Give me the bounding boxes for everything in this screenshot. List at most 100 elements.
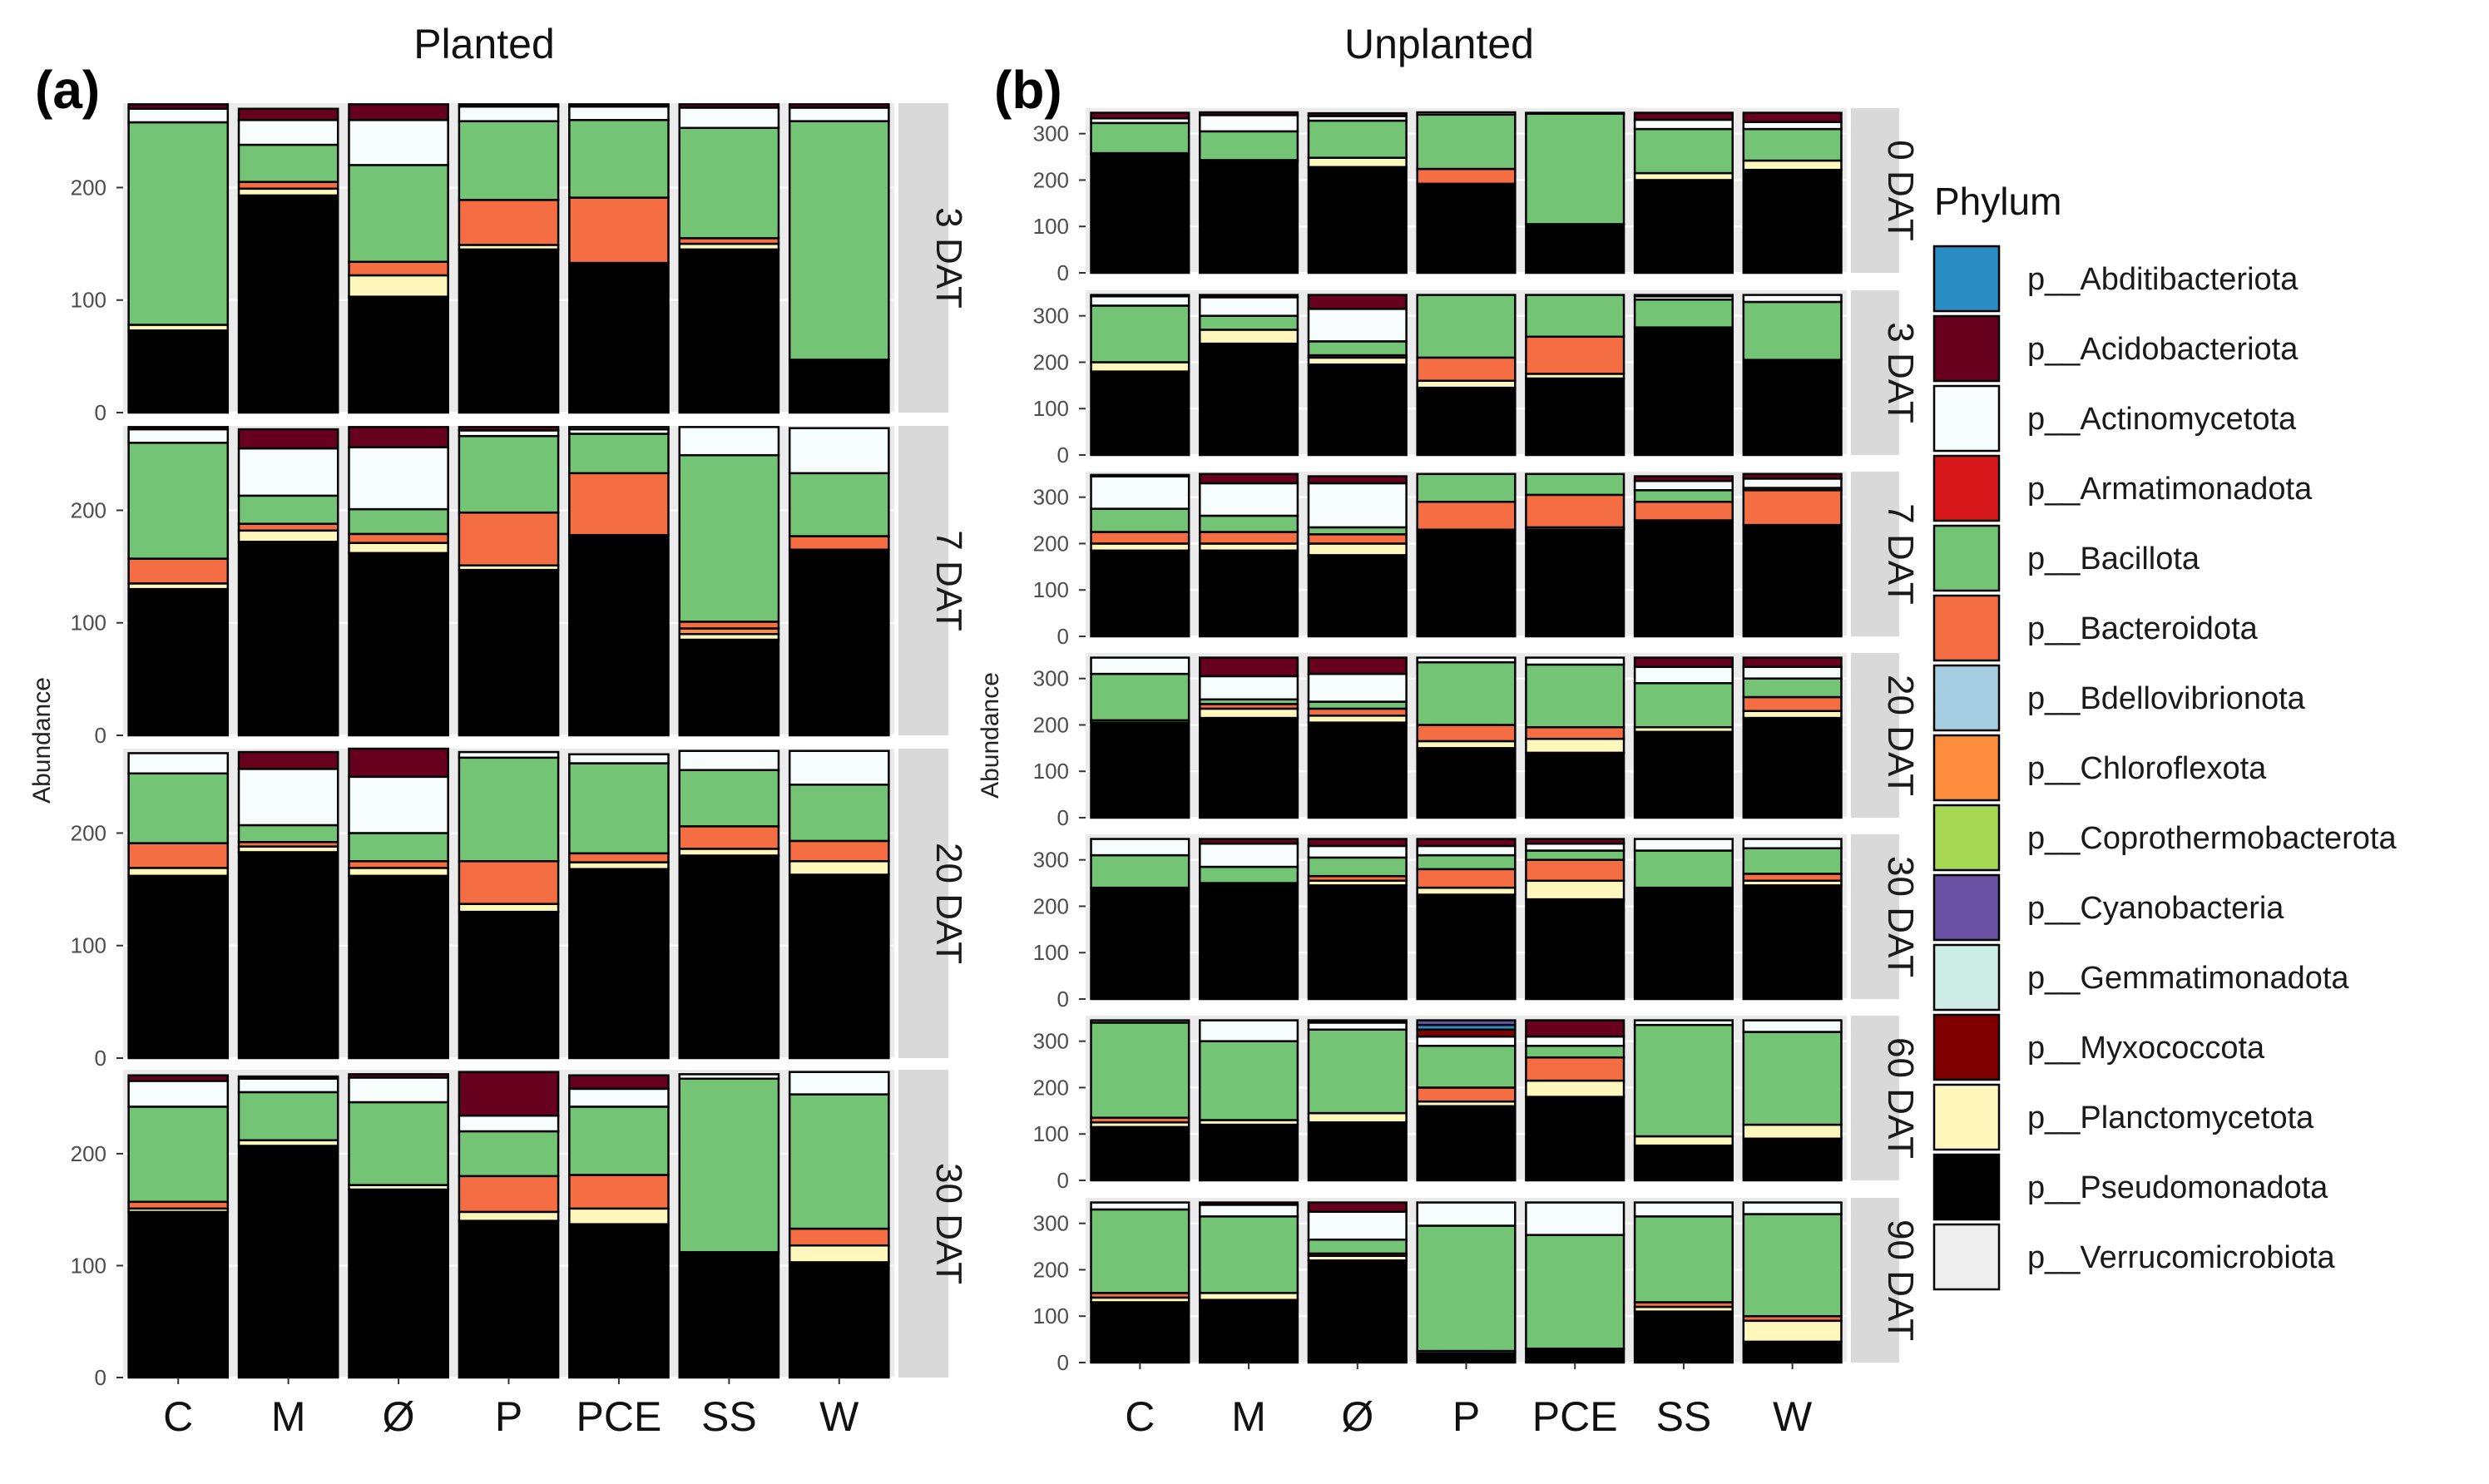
bar-segment-planted-3-dat-pce-p-actinomycetota <box>568 105 670 121</box>
bar-segment-unplanted-3-dat-o-p-pseudomonadota <box>1307 363 1408 457</box>
facet-strip-label-unplanted-7-dat: 7 DAT <box>1880 503 1921 604</box>
bar-segment-planted-3-dat-pce-p-bacillota <box>568 119 670 199</box>
y-tick-label-planted-7-dat-0: 0 <box>95 723 106 748</box>
legend-label-p-abditibacteriota: p__Abditibacteriota <box>2027 262 2298 297</box>
bar-segment-unplanted-30-dat-w-p-actinomycetota <box>1742 838 1843 849</box>
bar-segment-planted-30-dat-m-p-actinomycetota <box>237 1077 339 1094</box>
bar-segment-unplanted-60-dat-ss-p-actinomycetota <box>1633 1019 1734 1026</box>
y-tick-label-unplanted-90-dat-200: 200 <box>1033 1257 1069 1282</box>
bar-segment-unplanted-20-dat-pce-p-actinomycetota <box>1525 656 1626 666</box>
bar-segment-unplanted-20-dat-w-p-pseudomonadota <box>1742 716 1843 819</box>
bar-segment-unplanted-3-dat-m-p-acidobacteriota <box>1199 294 1299 299</box>
bar-segment-planted-20-dat-w-p-bacillota <box>788 784 890 843</box>
bar-segment-planted-20-dat-c-p-bacillota <box>127 772 230 844</box>
bar-segment-planted-7-dat-c-p-bacillota <box>127 442 230 560</box>
bar-segment-planted-3-dat-ss-p-acidobacteriota <box>678 103 780 109</box>
bar-segment-unplanted-20-dat-w-p-bacteroidota <box>1742 695 1843 712</box>
bar-segment-planted-20-dat-pce-p-bacillota <box>568 762 670 855</box>
bar-segment-unplanted-0-dat-m-p-bacillota <box>1199 130 1299 161</box>
bar-segment-planted-20-dat-pce-p-pseudomonadota <box>568 868 670 1060</box>
legend-label-p-bacillota: p__Bacillota <box>2027 542 2200 576</box>
bar-segment-unplanted-7-dat-o-p-planctomycetota <box>1307 542 1408 556</box>
bar-segment-unplanted-7-dat-c-p-acidobacteriota <box>1090 473 1190 477</box>
bar-segment-unplanted-60-dat-m-p-actinomycetota <box>1199 1019 1299 1042</box>
bar-segment-planted-7-dat-w-p-bacteroidota <box>788 535 890 552</box>
y-tick-label-unplanted-30-dat-200: 200 <box>1033 893 1069 918</box>
bar-segment-planted-20-dat-ss-p-pseudomonadota <box>678 854 780 1060</box>
bar-segment-unplanted-20-dat-o-p-acidobacteriota <box>1307 656 1408 675</box>
bar-segment-unplanted-30-dat-c-p-pseudomonadota <box>1090 886 1190 1001</box>
x-tick-label-planted-m: M <box>271 1393 306 1440</box>
y-tick-label-unplanted-20-dat-100: 100 <box>1033 759 1069 784</box>
bar-segment-planted-3-dat-o-p-pseudomonadota <box>348 295 449 414</box>
y-tick-label-planted-3-dat-100: 100 <box>71 288 106 313</box>
bar-segment-planted-7-dat-o-p-acidobacteriota <box>348 426 449 448</box>
bar-segment-unplanted-60-dat-m-p-bacillota <box>1199 1040 1299 1121</box>
y-tick-label-unplanted-7-dat-200: 200 <box>1033 531 1069 556</box>
facet-strip-label-unplanted-60-dat: 60 DAT <box>1880 1037 1921 1159</box>
bar-segment-planted-3-dat-w-p-pseudomonadota <box>788 359 890 414</box>
bar-segment-unplanted-7-dat-p-p-bacteroidota <box>1416 501 1517 531</box>
bar-segment-planted-7-dat-m-p-planctomycetota <box>237 529 339 543</box>
bar-segment-unplanted-0-dat-c-p-pseudomonadota <box>1090 153 1190 275</box>
bar-segment-planted-20-dat-p-p-bacillota <box>458 756 560 863</box>
bar-segment-unplanted-60-dat-ss-p-pseudomonadota <box>1633 1144 1734 1182</box>
bar-segment-unplanted-7-dat-c-p-planctomycetota <box>1090 542 1190 552</box>
bar-segment-unplanted-90-dat-ss-p-actinomycetota <box>1633 1201 1734 1218</box>
bar-segment-planted-7-dat-p-p-bacteroidota <box>458 511 560 566</box>
bar-segment-planted-7-dat-o-p-pseudomonadota <box>348 552 449 737</box>
bar-segment-unplanted-30-dat-m-p-bacillota <box>1199 865 1299 884</box>
bar-segment-unplanted-7-dat-m-p-actinomycetota <box>1199 482 1299 517</box>
bar-segment-planted-7-dat-p-p-acidobacteriota <box>458 426 560 432</box>
bar-segment-unplanted-0-dat-w-p-pseudomonadota <box>1742 168 1843 275</box>
bar-segment-planted-3-dat-m-p-actinomycetota <box>237 119 339 146</box>
y-tick-label-unplanted-3-dat-300: 300 <box>1033 304 1069 329</box>
x-tick-label-planted-pce: PCE <box>576 1393 662 1440</box>
bar-segment-unplanted-0-dat-p-p-actinomycetota <box>1416 111 1517 116</box>
bar-segment-planted-20-dat-c-p-bacteroidota <box>127 842 230 869</box>
bar-segment-unplanted-30-dat-m-p-pseudomonadota <box>1199 882 1299 1001</box>
bar-segment-planted-20-dat-o-p-pseudomonadota <box>348 874 449 1060</box>
bar-segment-planted-30-dat-pce-p-actinomycetota <box>568 1087 670 1108</box>
bar-segment-unplanted-3-dat-w-p-actinomycetota <box>1742 294 1843 304</box>
bar-segment-planted-30-dat-o-p-acidobacteriota <box>348 1073 449 1079</box>
bar-segment-unplanted-30-dat-ss-p-bacillota <box>1633 849 1734 889</box>
bar-segment-unplanted-90-dat-m-p-acidobacteriota <box>1199 1201 1299 1206</box>
bar-segment-unplanted-30-dat-w-p-bacillota <box>1742 847 1843 875</box>
bar-segment-unplanted-20-dat-p-p-pseudomonadota <box>1416 747 1517 819</box>
bar-segment-unplanted-7-dat-m-p-bacteroidota <box>1199 531 1299 545</box>
bar-segment-unplanted-20-dat-p-p-bacillota <box>1416 660 1517 726</box>
legend-key-p-actinomycetota <box>1932 384 2001 453</box>
facet-strip-planted-20-dat <box>898 749 948 1058</box>
facet-strip-label-planted-30-dat: 30 DAT <box>928 1163 969 1284</box>
bar-segment-unplanted-30-dat-pce-p-acidobacteriota <box>1525 838 1626 845</box>
bar-segment-planted-20-dat-pce-p-actinomycetota <box>568 753 670 764</box>
y-tick-label-planted-3-dat-200: 200 <box>71 175 106 200</box>
bar-segment-planted-20-dat-p-p-pseudomonadota <box>458 910 560 1060</box>
bar-segment-unplanted-7-dat-ss-p-bacillota <box>1633 489 1734 503</box>
legend-key-p-bacillota <box>1932 524 2001 592</box>
bar-segment-unplanted-60-dat-pce-p-bacillota <box>1525 1045 1626 1059</box>
bar-segment-unplanted-3-dat-o-p-bacillota <box>1307 340 1408 357</box>
bar-segment-planted-30-dat-ss-p-bacillota <box>678 1077 780 1254</box>
y-axis-label-unplanted: Abundance <box>977 672 1004 799</box>
y-tick-label-unplanted-30-dat-300: 300 <box>1033 848 1069 873</box>
bar-segment-unplanted-30-dat-pce-p-planctomycetota <box>1525 879 1626 901</box>
bar-segment-unplanted-7-dat-m-p-bacillota <box>1199 514 1299 533</box>
legend-label-p-chloroflexota: p__Chloroflexota <box>2027 751 2267 786</box>
bar-segment-unplanted-60-dat-ss-p-planctomycetota <box>1633 1135 1734 1147</box>
bar-segment-unplanted-3-dat-c-p-pseudomonadota <box>1090 370 1190 457</box>
bar-segment-unplanted-3-dat-m-p-pseudomonadota <box>1199 342 1299 457</box>
bar-segment-planted-30-dat-p-p-pseudomonadota <box>458 1219 560 1379</box>
bar-segment-unplanted-7-dat-ss-p-acidobacteriota <box>1633 475 1734 482</box>
facet-strip-planted-3-dat <box>898 103 948 413</box>
bar-segment-planted-3-dat-m-p-pseudomonadota <box>237 194 339 414</box>
bar-segment-unplanted-7-dat-pce-p-bacteroidota <box>1525 493 1626 529</box>
y-tick-label-unplanted-60-dat-200: 200 <box>1033 1075 1069 1100</box>
bar-segment-unplanted-3-dat-ss-p-verrucomicrobiota <box>1633 294 1734 298</box>
bar-segment-planted-3-dat-p-p-acidobacteriota <box>458 103 560 108</box>
bar-segment-unplanted-20-dat-w-p-acidobacteriota <box>1742 656 1843 668</box>
bar-segment-planted-30-dat-p-p-acidobacteriota <box>458 1071 560 1117</box>
y-tick-label-unplanted-7-dat-0: 0 <box>1057 624 1069 649</box>
bar-segment-planted-7-dat-m-p-bacillota <box>237 494 339 525</box>
